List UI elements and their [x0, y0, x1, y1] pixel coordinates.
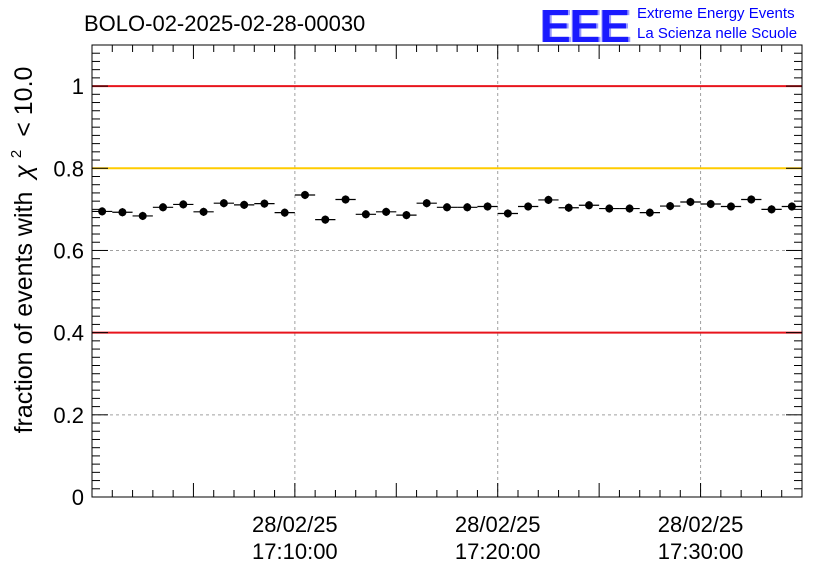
y-tick-label: 0.4	[53, 321, 84, 346]
data-point-marker	[585, 201, 593, 210]
data-point	[680, 197, 701, 207]
data-point	[396, 211, 417, 220]
x-tick-label-time: 17:30:00	[658, 539, 744, 564]
data-point-marker	[787, 202, 796, 211]
x-tick-label-date: 28/02/25	[658, 512, 744, 537]
y-axis-label-suffix: < 10.0	[10, 67, 38, 137]
data-point-marker	[625, 204, 634, 213]
data-point-marker	[686, 197, 695, 206]
data-point	[700, 199, 721, 209]
data-point-marker	[422, 199, 431, 208]
y-axis-label-symbol: χ	[10, 165, 38, 181]
data-point	[741, 195, 762, 204]
data-point-marker	[118, 208, 127, 217]
data-point-marker	[402, 211, 411, 220]
data-point-marker	[544, 195, 553, 204]
grid	[92, 45, 802, 497]
data-point	[234, 200, 255, 209]
data-point-marker	[503, 209, 512, 218]
y-axis-label-main: fraction of events with	[10, 192, 38, 434]
data-point	[376, 207, 397, 216]
x-tick-label-date: 28/02/25	[455, 512, 541, 537]
data-point-marker	[159, 203, 167, 212]
logo-line2: La Scienza nelle Scuole	[637, 25, 798, 42]
data-point-marker	[199, 207, 208, 216]
reference-lines	[92, 85, 802, 334]
data-point	[416, 199, 437, 208]
data-point	[112, 208, 133, 217]
axes: 00.20.40.60.8128/02/2517:10:0028/02/2517…	[53, 44, 802, 564]
y-tick-label: 0	[72, 485, 84, 510]
data-point-marker	[443, 203, 451, 212]
data-point-marker	[260, 199, 269, 208]
x-tick-label-time: 17:20:00	[455, 539, 541, 564]
data-point	[213, 199, 234, 208]
data-point	[193, 207, 214, 216]
y-tick-label: 0.6	[53, 238, 84, 263]
y-axis-label: fraction of events with χ 2 < 10.0	[0, 67, 38, 434]
data-point-marker	[98, 207, 107, 216]
data-point-marker	[219, 199, 228, 208]
data-point-marker	[240, 200, 249, 209]
x-tick-label-time: 17:10:00	[252, 539, 338, 564]
data-point-marker	[564, 203, 573, 212]
data-point	[457, 203, 478, 212]
data-point	[294, 190, 316, 200]
data-point	[518, 202, 539, 211]
data-point-marker	[483, 202, 492, 211]
data-point	[720, 202, 742, 211]
data-point-marker	[179, 200, 188, 209]
data-point-marker	[747, 195, 756, 204]
logo-line1: Extreme Energy Events	[637, 5, 795, 22]
y-tick-label: 0.8	[53, 156, 84, 181]
data-point	[660, 201, 681, 211]
data-point	[173, 200, 194, 209]
data-point-marker	[463, 203, 472, 212]
plot-frame	[91, 44, 803, 498]
chart-title: BOLO-02-2025-02-28-00030	[84, 11, 366, 36]
data-point	[558, 203, 579, 212]
data-point	[254, 199, 275, 208]
data-point	[599, 204, 620, 213]
data-point-marker	[280, 208, 289, 217]
data-point-marker	[666, 202, 675, 211]
data-point-marker	[138, 211, 147, 220]
data-point	[497, 209, 518, 218]
data-points	[92, 190, 802, 224]
x-tick-label-date: 28/02/25	[252, 512, 338, 537]
logo-mark: EEE	[540, 0, 630, 52]
y-axis-label-exponent: 2	[8, 150, 25, 158]
data-point	[152, 203, 174, 212]
data-point-marker	[706, 200, 715, 209]
data-point	[538, 195, 559, 205]
data-point-marker	[341, 195, 350, 204]
data-point	[132, 211, 153, 221]
data-point-marker	[301, 190, 309, 199]
y-tick-label: 1	[72, 74, 84, 99]
data-point-marker	[727, 202, 735, 211]
data-point	[274, 208, 295, 217]
data-point-marker	[361, 210, 370, 219]
data-point	[578, 201, 600, 210]
data-point-marker	[382, 207, 391, 216]
data-point	[355, 210, 376, 219]
data-point-marker	[605, 204, 614, 213]
data-point-marker	[645, 208, 654, 217]
data-point-marker	[767, 205, 776, 214]
data-point	[477, 202, 498, 211]
data-point	[761, 205, 782, 214]
data-point	[315, 215, 336, 224]
data-point-marker	[524, 202, 533, 211]
data-point	[436, 203, 458, 212]
data-point	[781, 202, 802, 211]
data-point	[335, 195, 356, 204]
data-point	[92, 207, 113, 216]
data-point	[639, 208, 660, 217]
data-point	[619, 204, 640, 213]
data-point-marker	[321, 215, 330, 224]
y-tick-label: 0.2	[53, 403, 84, 428]
